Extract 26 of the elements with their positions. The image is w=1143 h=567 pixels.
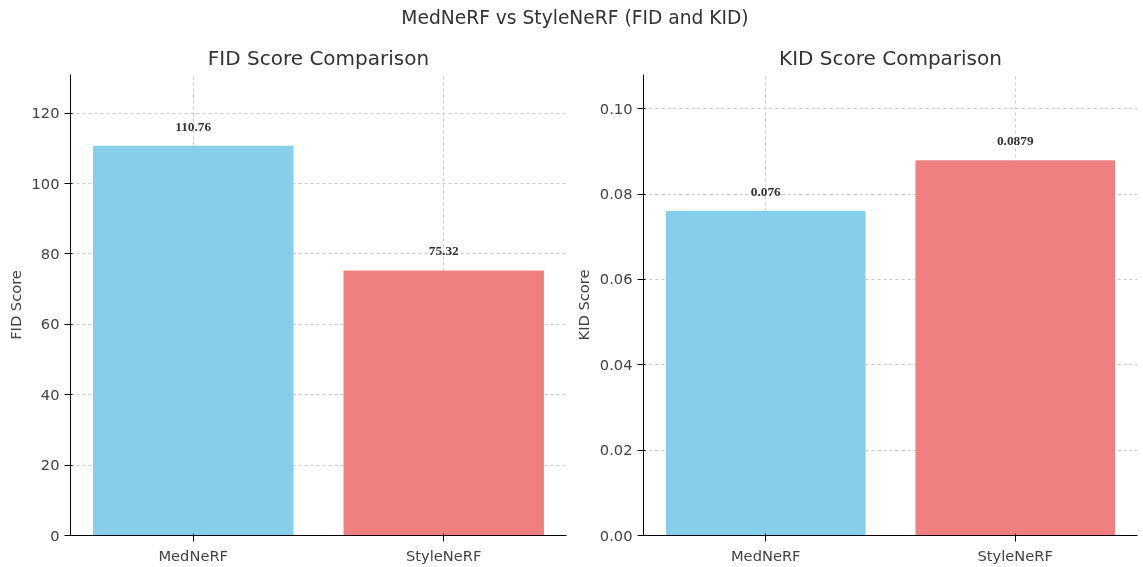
y-tick-label: 0.02 [599, 441, 633, 459]
y-axis-title: KID Score [574, 269, 592, 341]
y-tick-label: 0.00 [599, 526, 633, 544]
y-tick-label: 0.08 [599, 185, 633, 203]
text: MedNeRF vs StyleNeRF (FID and KID) [401, 6, 749, 30]
data-label: 75.32 [428, 243, 460, 259]
y-tick-label: 60 [40, 315, 60, 333]
data-label: 0.076 [750, 184, 782, 200]
chart-title: KID Score Comparison [779, 45, 1002, 70]
data-label: 110.76 [175, 118, 212, 134]
y-tick-label: 80 [40, 244, 60, 262]
x-tick-label: StyleNeRF [406, 546, 482, 564]
y-tick-label: 0.06 [599, 270, 633, 288]
y-tick-label: 0 [50, 526, 60, 544]
y-tick-label: 120 [31, 104, 60, 122]
x-tick-label: MedNeRF [730, 546, 801, 564]
x-tick-label: StyleNeRF [977, 546, 1053, 564]
y-tick-label: 20 [40, 456, 60, 474]
y-tick-label: 40 [40, 385, 60, 403]
y-tick-label: 100 [31, 174, 60, 192]
y-tick-label: 0.04 [599, 355, 633, 373]
y-axis-title: FID Score [6, 270, 24, 340]
data-label: 0.0879 [996, 133, 1034, 149]
chart-title: FID Score Comparison [207, 45, 430, 70]
x-tick-label: MedNeRF [158, 546, 229, 564]
y-tick-label: 0.10 [599, 99, 633, 117]
